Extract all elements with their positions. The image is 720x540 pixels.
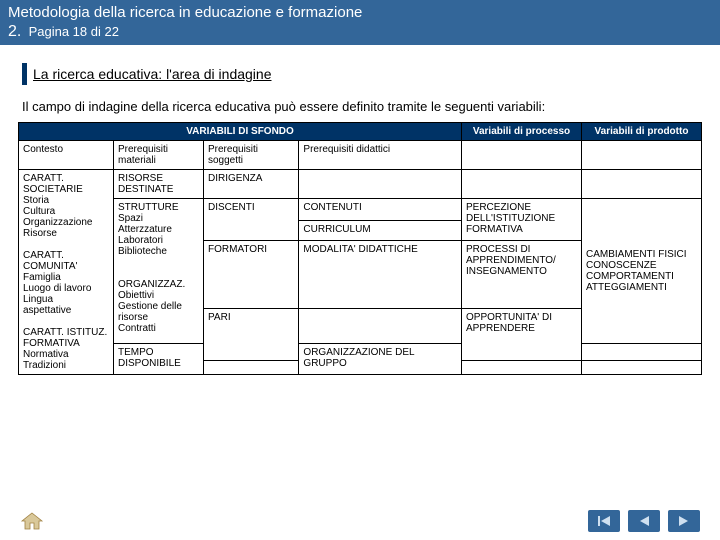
cell-modalita: MODALITA' DIDATTICHE (299, 241, 462, 309)
page-header: Metodologia della ricerca in educazione … (0, 0, 720, 23)
cell-tempo: TEMPO DISPONIBILE (114, 344, 204, 375)
cell-formatori: FORMATORI (204, 241, 299, 309)
cell-prodotto: CAMBIAMENTI FISICI CONOSCENZE COMPORTAME… (582, 199, 702, 344)
cell-prereq-did: Prerequisiti didattici (299, 141, 462, 170)
th-processo: Variabili di processo (462, 123, 582, 141)
home-button[interactable] (20, 511, 44, 531)
section-num: 2. (8, 23, 21, 40)
page-counter: Pagina 18 di 22 (29, 24, 119, 39)
next-button[interactable] (668, 510, 700, 532)
cell-col0: CARATT. SOCIETARIE Storia Cultura Organi… (19, 170, 114, 375)
cell-empty (582, 170, 702, 199)
cell-empty (582, 360, 702, 375)
cell-empty (299, 170, 462, 199)
cell-empty (462, 170, 582, 199)
intro-text: Il campo di indagine della ricerca educa… (22, 99, 720, 114)
nav-arrows (588, 510, 700, 532)
th-prodotto: Variabili di prodotto (582, 123, 702, 141)
cell-opportunita: OPPORTUNITA' DI APPRENDERE (462, 309, 582, 361)
cell-contenuti: CONTENUTI (299, 199, 462, 221)
cell-strutture: STRUTTURE Spazi Atterzzature Laboratori … (114, 199, 204, 344)
cell-dirigenza: DIRIGENZA (204, 170, 299, 199)
nav-bar (0, 510, 720, 532)
cell-pari: PARI (204, 309, 299, 361)
cell-percezione: PERCEZIONE DELL'ISTITUZIONE FORMATIVA (462, 199, 582, 241)
prev-button[interactable] (628, 510, 660, 532)
cell-empty (582, 141, 702, 170)
variables-table: VARIABILI DI SFONDO Variabili di process… (18, 122, 702, 375)
th-sfondo: VARIABILI DI SFONDO (19, 123, 462, 141)
cell-prereq-mat: Prerequisiti materiali (114, 141, 204, 170)
section-title: La ricerca educativa: l'area di indagine (22, 63, 362, 85)
cell-empty (204, 360, 299, 375)
cell-risorse: RISORSE DESTINATE (114, 170, 204, 199)
cell-empty (462, 360, 582, 375)
page-info: 2. Pagina 18 di 22 (0, 23, 720, 45)
cell-prereq-sogg: Prerequisiti soggetti (204, 141, 299, 170)
cell-organizzazione: ORGANIZZAZIONE DEL GRUPPO (299, 344, 462, 375)
first-button[interactable] (588, 510, 620, 532)
cell-contesto: Contesto (19, 141, 114, 170)
cell-curriculum: CURRICULUM (299, 221, 462, 241)
cell-empty (582, 344, 702, 361)
cell-empty (299, 309, 462, 344)
header-title: Metodologia della ricerca in educazione … (8, 4, 362, 21)
cell-empty (462, 141, 582, 170)
cell-processi: PROCESSI DI APPRENDIMENTO/ INSEGNAMENTO (462, 241, 582, 309)
cell-discenti: DISCENTI (204, 199, 299, 241)
